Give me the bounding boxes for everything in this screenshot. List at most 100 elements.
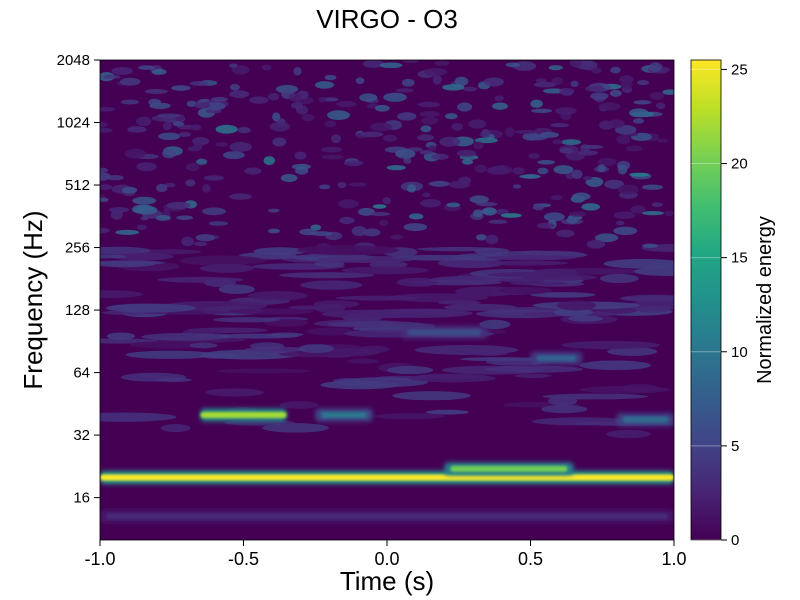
- noise-blob: [291, 163, 311, 170]
- noise-blob: [156, 377, 192, 383]
- noise-blob: [535, 78, 547, 83]
- noise-blob: [369, 211, 390, 217]
- noise-blob: [290, 102, 304, 109]
- noise-blob: [247, 291, 308, 301]
- noise-blob: [590, 92, 609, 100]
- noise-blob: [594, 233, 619, 243]
- noise-blob: [485, 234, 499, 245]
- noise-blob: [481, 128, 491, 138]
- noise-blob: [514, 129, 536, 134]
- noise-blob: [151, 68, 167, 75]
- noise-blob: [642, 184, 664, 190]
- noise-blob: [115, 229, 140, 235]
- noise-blob: [320, 146, 343, 153]
- noise-blob: [633, 100, 652, 105]
- noise-blob: [649, 62, 663, 72]
- colorbar: 0 5 10 15 20 25 Normalized energy: [690, 59, 776, 549]
- noise-blob: [227, 308, 314, 315]
- noise-blob: [519, 174, 541, 179]
- noise-blob: [566, 216, 578, 224]
- noise-blob: [416, 134, 435, 141]
- noise-blob: [548, 395, 578, 406]
- noise-blob: [185, 179, 196, 187]
- noise-blob: [617, 184, 639, 195]
- noise-blob: [446, 202, 461, 208]
- noise-blob: [164, 182, 176, 188]
- noise-blob: [408, 374, 496, 383]
- noise-blob: [657, 138, 669, 143]
- x-tick-label: -0.5: [228, 549, 259, 569]
- noise-blob: [537, 167, 549, 175]
- x-axis: -1.0 -0.5 0.0 0.5 1.0: [84, 540, 687, 569]
- noise-blob: [279, 401, 319, 409]
- noise-blob: [504, 127, 515, 137]
- noise-blob: [391, 254, 490, 261]
- noise-blob: [633, 267, 674, 277]
- noise-blob: [102, 74, 121, 79]
- noise-blob: [514, 373, 552, 378]
- noise-blob: [314, 81, 334, 89]
- noise-blob: [373, 413, 445, 420]
- noise-blob: [421, 116, 439, 125]
- noise-blob: [231, 65, 250, 75]
- noise-blob: [599, 273, 639, 284]
- noise-blob: [497, 286, 553, 295]
- noise-blob: [148, 98, 162, 106]
- noise-blob: [229, 63, 238, 68]
- y-tick-label: 512: [65, 177, 90, 194]
- noise-blob: [396, 277, 439, 287]
- noise-blob: [140, 216, 149, 221]
- noise-blob: [216, 333, 299, 339]
- noise-blob: [136, 162, 157, 172]
- noise-blob: [343, 160, 364, 167]
- noise-blob: [428, 145, 437, 152]
- x-tick-label: 0.0: [374, 549, 399, 569]
- noise-blob: [512, 184, 522, 189]
- noise-blob: [249, 96, 269, 104]
- noise-blob: [195, 158, 208, 165]
- noise-blob: [190, 124, 202, 131]
- noise-blob: [437, 258, 505, 269]
- noise-blob: [495, 208, 509, 216]
- noise-blob: [468, 119, 487, 129]
- noise-blob: [483, 77, 504, 87]
- noise-blob: [486, 166, 508, 175]
- noise-blob: [336, 100, 357, 108]
- feature-track: [100, 474, 674, 481]
- noise-blob: [106, 174, 124, 181]
- noise-blob: [157, 276, 244, 283]
- feature-track: [106, 513, 668, 520]
- noise-blob: [556, 229, 575, 238]
- feature-track: [407, 329, 482, 336]
- noise-blob: [604, 179, 624, 189]
- noise-blob: [613, 226, 638, 236]
- noise-blob: [249, 342, 285, 350]
- noise-blob: [607, 347, 658, 356]
- y-tick-label: 128: [65, 302, 90, 319]
- noise-blob: [553, 165, 574, 175]
- noise-blob: [268, 208, 280, 213]
- noise-blob: [459, 357, 542, 362]
- noise-blob: [166, 201, 191, 210]
- noise-blob: [360, 131, 384, 138]
- noise-blob: [144, 88, 168, 94]
- colorbar-tick-label: 15: [731, 250, 748, 267]
- noise-blob: [512, 167, 525, 175]
- noise-blob: [664, 210, 674, 217]
- noise-blob: [189, 342, 218, 349]
- noise-blob: [470, 350, 508, 356]
- noise-blob: [482, 207, 497, 216]
- noise-blob: [382, 197, 392, 205]
- noise-blob: [629, 172, 650, 177]
- noise-blob: [408, 213, 424, 220]
- noise-blob: [536, 222, 555, 229]
- colorbar-tick-label: 10: [731, 344, 748, 361]
- x-tick-label: 1.0: [661, 549, 686, 569]
- noise-blob: [392, 391, 471, 401]
- noise-blob: [155, 215, 171, 221]
- noise-blob: [100, 290, 143, 299]
- noise-blob: [641, 210, 664, 216]
- noise-blob: [369, 122, 393, 132]
- noise-blob: [474, 164, 487, 173]
- noise-blob: [420, 198, 442, 208]
